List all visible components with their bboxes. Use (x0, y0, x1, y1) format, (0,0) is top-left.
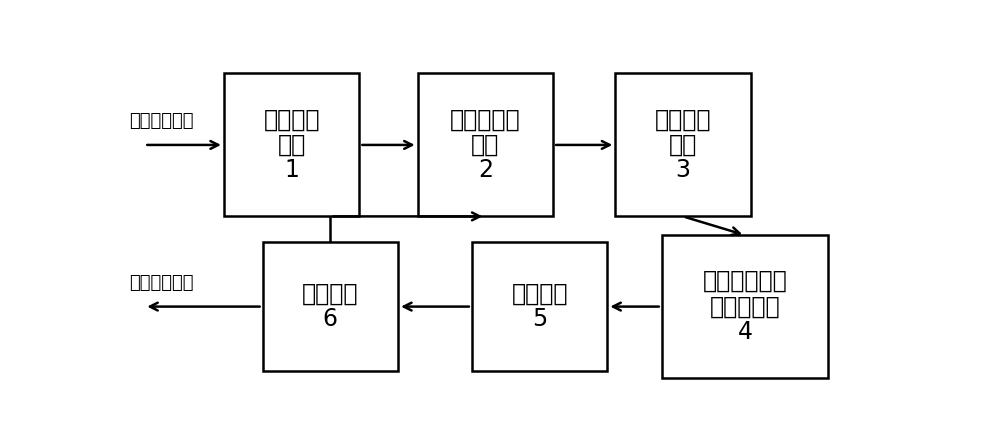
Text: 单元: 单元 (278, 133, 306, 157)
Text: 模数转换: 模数转换 (263, 107, 320, 131)
FancyBboxPatch shape (472, 242, 607, 371)
Text: 5: 5 (532, 307, 547, 332)
Text: 解调单元: 解调单元 (302, 282, 359, 306)
Text: 4: 4 (738, 320, 753, 344)
Text: 3: 3 (676, 159, 690, 183)
FancyBboxPatch shape (224, 73, 359, 217)
FancyBboxPatch shape (418, 73, 553, 217)
Text: 同步数据输出: 同步数据输出 (129, 274, 193, 292)
Text: 2: 2 (478, 159, 493, 183)
Text: 单元: 单元 (471, 133, 500, 157)
Text: 数字下变频: 数字下变频 (450, 107, 521, 131)
Text: 应消除单元: 应消除单元 (710, 295, 780, 319)
FancyBboxPatch shape (263, 242, 398, 371)
Text: 窄带干扰自适: 窄带干扰自适 (703, 269, 787, 293)
Text: 6: 6 (323, 307, 338, 332)
Text: 中频信号输入: 中频信号输入 (129, 112, 193, 130)
Text: 单元: 单元 (669, 133, 697, 157)
Text: 匹配滤波: 匹配滤波 (655, 107, 711, 131)
FancyBboxPatch shape (615, 73, 751, 217)
FancyBboxPatch shape (662, 235, 828, 378)
Text: 1: 1 (284, 159, 299, 183)
Text: 解扩单元: 解扩单元 (511, 282, 568, 306)
